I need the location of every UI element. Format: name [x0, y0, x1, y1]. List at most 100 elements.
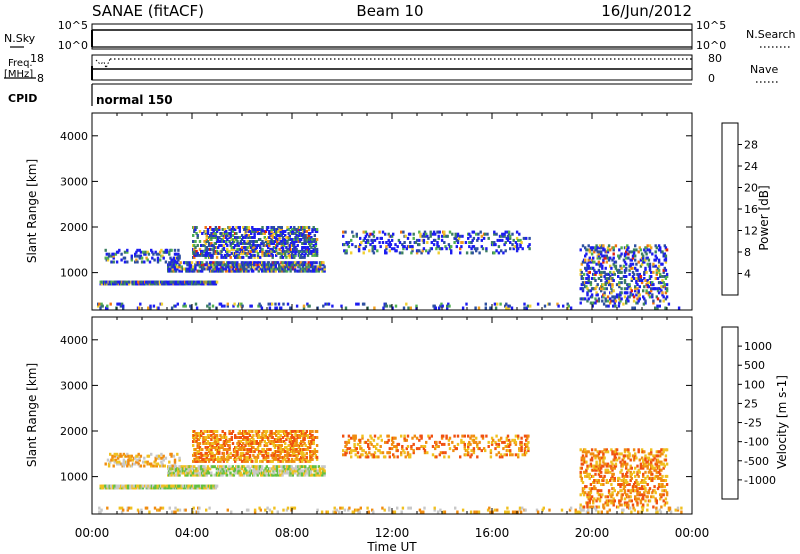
echo-cell	[169, 256, 172, 260]
echo-cell	[523, 447, 527, 451]
echo-cell	[223, 444, 227, 447]
echo-cell	[296, 430, 299, 433]
echo-cell	[615, 268, 619, 272]
echo-cell	[115, 454, 119, 458]
echo-cell	[222, 261, 225, 265]
echo-cell	[243, 240, 246, 243]
echo-cell	[579, 493, 582, 497]
echo-cell	[302, 451, 305, 455]
echo-cell	[584, 258, 587, 262]
echo-cell	[182, 471, 186, 475]
echo-cell	[664, 254, 668, 258]
echo-cell	[398, 241, 402, 244]
echo-cell	[266, 269, 270, 273]
echo-cell	[509, 449, 512, 453]
echo-cell	[369, 232, 372, 236]
echo-cell	[289, 269, 292, 273]
echo-cell	[99, 306, 102, 310]
echo-cell	[223, 440, 227, 443]
echo-cell	[663, 252, 666, 256]
echo-cell	[261, 438, 264, 441]
echo-cell	[594, 301, 597, 305]
echo-cell	[255, 434, 258, 437]
echo-cell	[269, 471, 272, 475]
echo-cell	[626, 287, 629, 291]
echo-cell	[371, 238, 374, 242]
echo-cell	[398, 251, 402, 255]
echo-cell	[587, 264, 590, 268]
echo-cell	[468, 245, 471, 249]
echo-cell	[480, 238, 483, 242]
echo-cell	[425, 440, 428, 444]
echo-cell	[622, 258, 626, 262]
echo-cell	[204, 255, 207, 259]
echo-cell	[590, 487, 594, 491]
echo-cell	[255, 459, 258, 463]
echo-cell	[272, 444, 276, 447]
echo-cell	[622, 302, 625, 306]
echo-cell	[489, 306, 492, 310]
echo-cell	[131, 280, 134, 284]
echo-cell	[598, 493, 602, 497]
echo-cell	[605, 304, 608, 308]
echo-cell	[629, 287, 632, 291]
echo-cell	[607, 464, 611, 468]
echo-cell	[625, 479, 628, 482]
echo-cell	[232, 473, 236, 477]
echo-cell	[623, 254, 627, 258]
echo-cell	[620, 246, 623, 250]
echo-cell	[588, 472, 591, 476]
echo-cell	[662, 499, 665, 503]
echo-cell	[205, 457, 208, 461]
echo-cell	[285, 446, 288, 449]
echo-cell	[196, 244, 199, 247]
echo-cell	[197, 451, 201, 455]
echo-cell	[650, 462, 653, 466]
echo-cell	[596, 454, 599, 458]
echo-cell	[503, 232, 506, 236]
echo-cell	[288, 246, 291, 249]
echo-cell	[586, 291, 589, 295]
echo-cell	[307, 242, 311, 245]
echo-cell	[480, 234, 483, 238]
echo-cell	[304, 261, 307, 265]
echo-cell	[309, 453, 312, 457]
echo-cell	[250, 450, 253, 453]
echo-cell	[178, 265, 181, 269]
echo-cell	[623, 252, 627, 256]
echo-cell	[507, 445, 511, 448]
echo-cell	[226, 304, 229, 308]
echo-cell	[192, 234, 195, 237]
echo-cell	[601, 254, 604, 258]
echo-cell	[226, 234, 229, 237]
echo-cell	[645, 270, 648, 274]
echo-cell	[303, 226, 306, 229]
echo-cell	[171, 258, 174, 262]
echo-cell	[636, 464, 639, 468]
echo-cell	[279, 459, 282, 463]
echo-cell	[581, 287, 585, 291]
echo-cell	[279, 451, 282, 455]
echo-cell	[313, 234, 316, 237]
echo-cell	[300, 471, 304, 475]
echo-cell	[511, 453, 514, 457]
echo-cell	[622, 476, 626, 480]
echo-cell	[231, 226, 235, 229]
echo-cell	[253, 255, 256, 259]
echo-cell	[228, 440, 231, 443]
echo-cell	[663, 464, 666, 468]
echo-cell	[632, 458, 636, 462]
echo-cell	[265, 442, 269, 445]
echo-cell	[626, 297, 629, 301]
echo-cell	[607, 489, 611, 493]
echo-cell	[435, 440, 438, 444]
power-ylabel: Slant Range [km]	[25, 159, 39, 263]
echo-cell	[621, 462, 624, 466]
echo-cell	[297, 230, 301, 233]
echo-cell	[439, 451, 443, 455]
echo-cell	[606, 248, 610, 252]
echo-cell	[211, 446, 214, 449]
echo-cell	[280, 226, 283, 229]
echo-cell	[246, 251, 249, 255]
echo-cell	[301, 242, 304, 245]
